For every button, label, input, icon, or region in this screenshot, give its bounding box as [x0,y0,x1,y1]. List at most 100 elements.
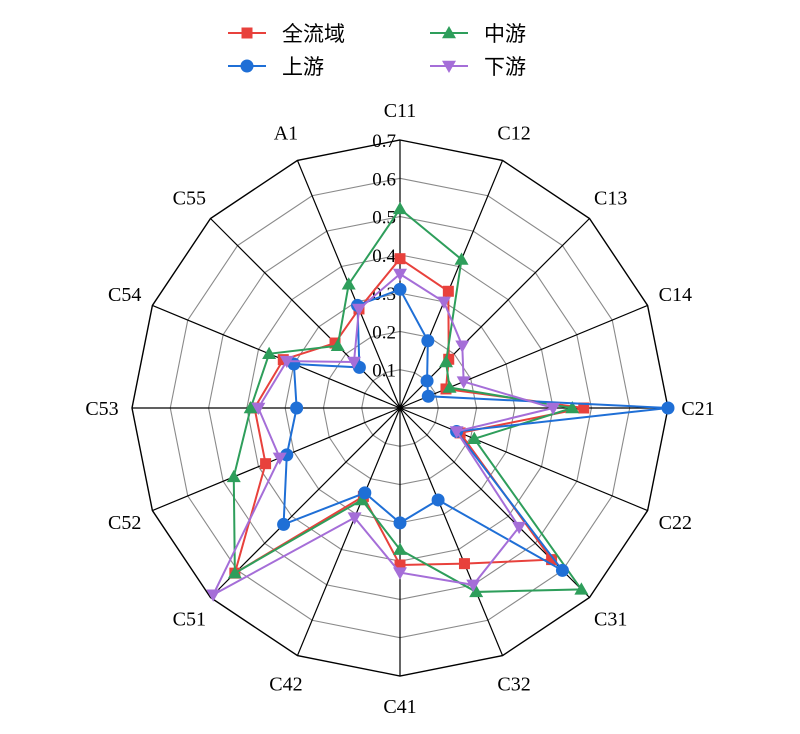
data-point [277,517,291,531]
category-label: C14 [659,284,692,306]
tick-labels: 0.10.20.30.40.50.60.7 [372,131,396,382]
series [206,201,675,602]
data-point [565,401,580,414]
data-point [394,559,406,571]
category-label: C51 [173,609,206,631]
category-label: C32 [497,673,530,695]
category-label: C41 [383,696,416,718]
data-point [262,346,277,360]
category-label: C21 [681,398,714,420]
data-point [442,285,454,297]
data-point [346,356,361,369]
series-1 [226,201,589,598]
data-point [243,401,258,414]
data-point [226,469,241,483]
data-point [436,296,451,309]
legend-label: 全流域 [282,22,345,46]
data-point [227,566,242,579]
category-label: C52 [108,512,141,534]
data-point [393,282,407,296]
data-point [449,426,464,439]
data-point [358,486,372,500]
series-3 [206,268,561,602]
data-point [394,253,406,265]
data-point [443,353,455,365]
data-point [241,27,253,39]
data-point [442,380,457,393]
data-point [347,512,362,525]
data-point [393,201,407,215]
data-point [469,584,484,598]
data-point [393,542,407,555]
data-point [546,402,561,415]
axis-spoke [399,407,648,512]
radial-tick-label: 0.5 [372,208,396,229]
category-label: C31 [594,609,627,631]
data-point [454,252,469,265]
data-point [578,402,590,414]
data-point [455,340,470,353]
category-label: C42 [269,673,302,695]
category-label: C55 [173,187,206,209]
category-label: C12 [497,123,530,145]
data-point [393,516,407,530]
data-point [442,60,456,73]
data-point [279,355,294,369]
data-point [466,579,481,592]
legend-item: 中游 [430,22,526,46]
radial-tick-label: 0.6 [372,169,396,190]
category-labels: C11 C12 C13 C14 C21 C22 C31 C32 C41 C42 C51 C52 C53 C… [85,100,714,718]
data-point [546,554,558,566]
data-point [251,402,266,415]
radial-tick-label: 0.7 [372,131,396,152]
axis-spoke [210,407,401,598]
axis-spoke [399,407,504,656]
series-2 [277,282,675,577]
data-point [574,582,589,595]
category-label: C53 [85,398,118,420]
data-point [431,493,445,507]
category-label: C54 [108,284,141,306]
data-point [351,303,366,316]
radial-tick-label: 0.1 [372,361,396,382]
data-point [555,563,569,577]
legend-label: 中游 [484,22,526,46]
data-point [421,389,435,403]
data-point [206,589,221,602]
data-point [280,448,294,462]
data-point [421,334,435,348]
data-point [393,268,407,281]
data-point [330,338,345,351]
radial-tick-label: 0.2 [372,322,396,343]
data-point [240,59,254,73]
data-point [260,458,272,470]
data-point [329,337,341,349]
axis-spoke [210,218,401,409]
radial-tick-label: 0.4 [372,246,396,267]
data-point [439,354,454,368]
data-point [458,558,470,570]
axis-spoke [152,304,401,409]
data-point [661,401,675,415]
axis-spoke [399,160,504,409]
legend-item: 下游 [430,55,526,79]
axis-spoke [296,407,401,656]
data-point [442,26,456,39]
data-point [354,492,369,506]
axis-spoke [399,304,648,409]
legend-item: 全流域 [228,22,345,46]
category-label: A1 [274,123,298,145]
category-label: C22 [659,512,692,534]
legend-label: 下游 [484,55,526,79]
data-point [456,376,471,389]
data-point [393,567,407,580]
category-label: C11 [384,100,417,122]
legend-label: 上游 [282,55,324,79]
data-point [467,431,482,445]
category-label: C13 [594,187,627,209]
axis-spoke [152,407,401,512]
data-point [290,401,304,415]
legend-item: 上游 [228,55,324,79]
